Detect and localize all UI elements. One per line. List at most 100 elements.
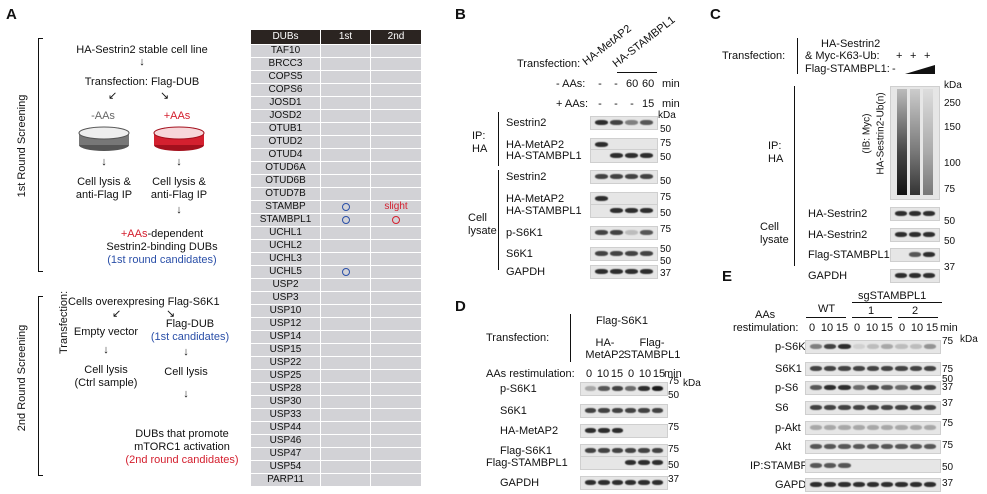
dub-2nd-cell (371, 318, 422, 330)
c-blot-lane (890, 269, 940, 283)
dub-name: USP54 (251, 461, 321, 473)
header-dubs: DUBs (251, 30, 321, 44)
b-row-label: Sestrin2 (506, 171, 547, 183)
hit-circle-icon (341, 203, 350, 211)
arrow-4l: ↙ (112, 308, 122, 320)
blot-band (824, 482, 837, 487)
b-mw: 50 (660, 244, 672, 255)
dub-2nd-cell (371, 409, 422, 421)
blot-band (881, 405, 894, 410)
blot-band (625, 448, 637, 453)
arrow-2r: ↓ (176, 156, 182, 168)
blot-band (640, 230, 653, 235)
d-mw: 75 (668, 376, 680, 387)
dub-2nd-cell (371, 370, 422, 382)
hit-text: slight (384, 201, 408, 212)
blot-band (852, 444, 865, 449)
blot-band (638, 460, 650, 465)
e-blot-lane (805, 381, 941, 395)
arrow-6: ↓ (183, 388, 189, 400)
blot-band (598, 386, 610, 391)
dub-name: BRCC3 (251, 58, 321, 70)
empty-vector: Empty vector (73, 326, 139, 338)
blot-band (651, 408, 663, 413)
dub-name: USP2 (251, 279, 321, 291)
e-blot-lane (805, 340, 941, 354)
dub-name: UCHL3 (251, 253, 321, 265)
blot-band (866, 425, 880, 430)
cell-lysis-ctrl: Cell lysis (84, 364, 128, 376)
dub-1st-cell (321, 110, 371, 122)
dub-name: STAMBPL1 (251, 214, 321, 226)
dub-2nd-cell (371, 149, 422, 161)
transfection-dub-text: Transfection: Flag-DUB (84, 76, 200, 88)
blot-band (923, 366, 936, 371)
blot-band (881, 444, 894, 449)
arrow-4r: ↘ (166, 308, 176, 320)
dub-row: USP33 (251, 408, 422, 421)
b-minus-val: - (614, 78, 618, 90)
blot-band (909, 482, 922, 487)
dub-row: TAF10 (251, 44, 422, 57)
panel-c-label: C (710, 6, 721, 23)
e-aas-val: 0 (853, 322, 861, 334)
blot-band (585, 480, 597, 485)
dub-name: USP47 (251, 448, 321, 460)
dub-1st-cell (321, 240, 371, 252)
blot-band (866, 344, 880, 349)
blot-band (838, 366, 851, 371)
dub-row: UCHL5 (251, 265, 422, 278)
blot-band (852, 385, 865, 390)
e-blot-lane (805, 362, 941, 376)
dependent-text: +AAs-dependent (92, 228, 232, 240)
b-bracket-cell (498, 170, 499, 270)
blot-band (810, 444, 823, 449)
b-minus-val: - (598, 78, 602, 90)
blot-band (595, 251, 608, 256)
blot-band (611, 428, 623, 433)
d-aas-val: 15 (652, 368, 666, 380)
dub-1st-cell (321, 162, 371, 174)
blot-band (881, 425, 894, 430)
blot-band (895, 482, 908, 487)
cands1-text: (1st round candidates) (107, 254, 217, 266)
dub-2nd-cell (371, 396, 422, 408)
b-blot-lane (590, 149, 658, 163)
blot-band (909, 232, 921, 237)
e-mw: 37 (942, 398, 954, 409)
blot-band (838, 385, 851, 390)
dub-table-header: DUBs 1st 2nd (251, 30, 422, 44)
blot-band (895, 385, 908, 390)
blot-band (881, 366, 894, 371)
dub-name: TAF10 (251, 45, 321, 57)
e-blot-lane (805, 459, 941, 473)
dish-minus-icon (78, 126, 130, 151)
panel-e-label: E (722, 268, 733, 285)
d-mw: 75 (668, 444, 680, 455)
blot-band (638, 480, 650, 485)
e-aas-val: 10 (865, 322, 879, 334)
c-kda: kDa (944, 80, 962, 91)
lysis-left-1: Cell lysis & (77, 176, 131, 188)
blot-band (625, 480, 637, 485)
b-plus-val: - (614, 98, 618, 110)
e-aas-val: 0 (808, 322, 816, 334)
d-aas-val: 0 (627, 368, 635, 380)
dub-1st-cell (321, 84, 371, 96)
dub-name: USP14 (251, 331, 321, 343)
round1-label: 1st Round Screening (16, 94, 28, 198)
blot-band (866, 444, 880, 449)
dub-name: USP28 (251, 383, 321, 395)
blot-band (651, 480, 663, 485)
c-row-label: Flag-STAMBPL1 (808, 249, 890, 261)
blot-band (895, 211, 907, 216)
c-line2: & Myc-K63-Ub: (805, 50, 880, 62)
blot-band (895, 405, 908, 410)
blot-band (810, 344, 823, 349)
b-mw: 50 (660, 176, 672, 187)
dub-2nd-cell (371, 305, 422, 317)
hit-circle-icon (341, 216, 350, 224)
blot-band (824, 385, 837, 390)
dub-name: COPS6 (251, 84, 321, 96)
d-blot-lane (580, 382, 668, 396)
